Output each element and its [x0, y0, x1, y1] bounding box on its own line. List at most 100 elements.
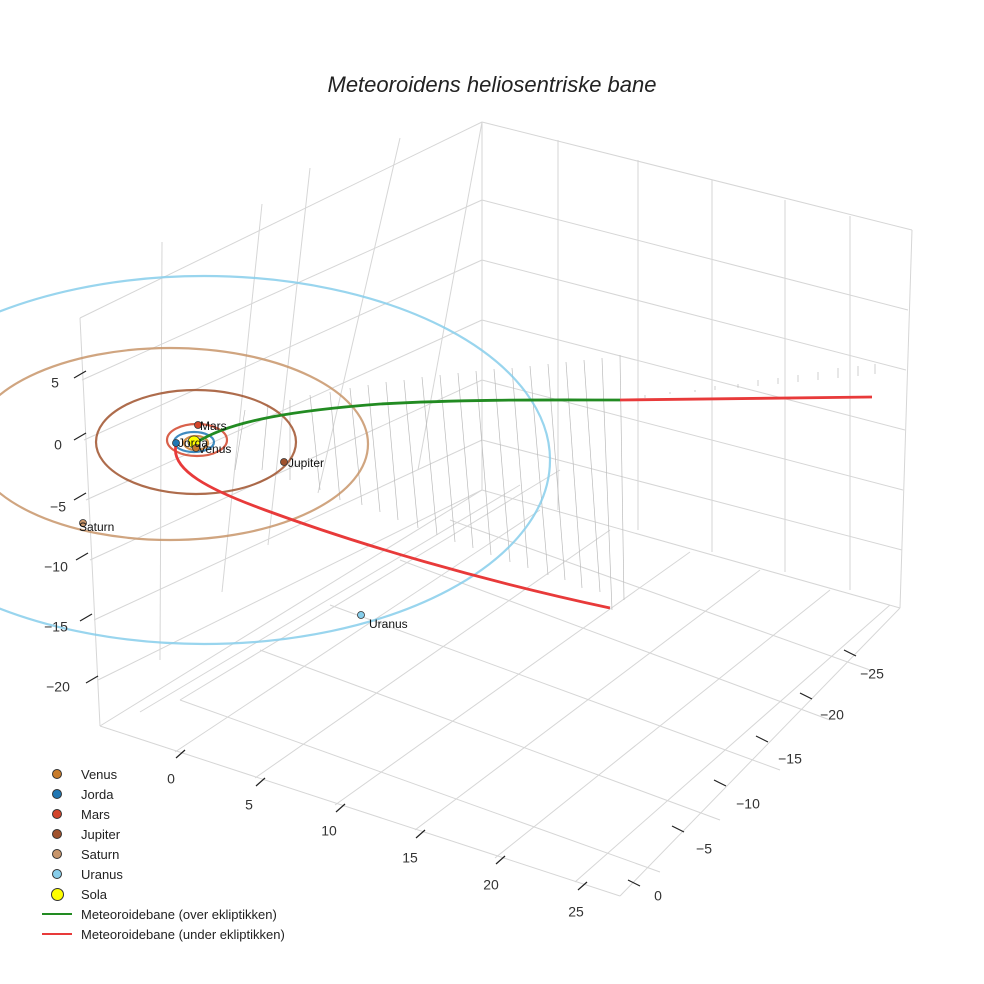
grid-line [179, 469, 561, 701]
planet-label-venus: Venus [198, 442, 231, 456]
grid-line [81, 199, 483, 381]
y-tick-mark [755, 735, 769, 743]
grid-line [481, 121, 913, 231]
legend-label: Jorda [81, 786, 114, 802]
grid-line [334, 551, 691, 806]
grid-line [481, 379, 904, 491]
orbit-uranus [0, 274, 551, 646]
grid-line [159, 241, 163, 661]
grid-line [417, 121, 483, 471]
x-tick-mark [577, 881, 588, 891]
drop-line [583, 359, 601, 593]
legend-item[interactable]: Mars [38, 804, 285, 824]
trajectory-over-ecliptic [195, 398, 621, 445]
orbit-saturn [0, 346, 370, 542]
legend-item[interactable]: Venus [38, 764, 285, 784]
planet-label-jupiter: Jupiter [288, 456, 324, 470]
z-tick-mark [79, 613, 93, 622]
grid-line [79, 121, 483, 319]
y-tick-mark [713, 779, 727, 787]
x-tick-mark [335, 803, 346, 813]
grid-line [481, 259, 907, 371]
grid-line [179, 699, 661, 873]
legend-symbol [38, 804, 76, 824]
grid-line [99, 725, 621, 897]
legend-symbol [38, 784, 76, 804]
legend-dot-swatch [52, 769, 62, 779]
y-tick-label: −20 [820, 707, 844, 723]
legend-symbol [38, 844, 76, 864]
grid-line [414, 569, 761, 831]
drop-line [493, 368, 511, 563]
grid-line [97, 489, 483, 681]
grid-line [481, 319, 906, 431]
planet-marker-jupiter [280, 458, 288, 466]
planet-label-uranus: Uranus [369, 617, 408, 631]
y-tick-label: 0 [654, 888, 662, 904]
legend-item[interactable]: Uranus [38, 864, 285, 884]
x-tick-label: 20 [483, 877, 499, 893]
grid-line [399, 559, 831, 721]
grid-line [221, 203, 263, 593]
y-tick-mark [799, 692, 813, 700]
z-tick-label: −20 [46, 679, 70, 695]
drop-line [329, 391, 341, 501]
legend-item[interactable]: Saturn [38, 844, 285, 864]
drop-line [475, 370, 492, 556]
grid-line [481, 439, 903, 551]
y-tick-mark [627, 879, 641, 887]
grid-line [139, 484, 521, 713]
x-tick-label: 5 [245, 797, 253, 813]
legend-item[interactable]: Jupiter [38, 824, 285, 844]
x-tick-mark [415, 829, 426, 839]
z-tick-mark [85, 675, 99, 684]
legend-symbol [38, 864, 76, 884]
drop-line [234, 409, 246, 471]
y-tick-mark [671, 825, 685, 833]
legend-item[interactable]: Jorda [38, 784, 285, 804]
grid-line [174, 509, 541, 753]
x-tick-mark [255, 777, 266, 787]
legend-label: Venus [81, 766, 118, 782]
grid-line [481, 199, 909, 311]
x-tick-label: 15 [402, 850, 418, 866]
z-tick-label: −10 [44, 559, 68, 575]
grid-line [259, 649, 721, 821]
legend-item[interactable]: Sola [38, 884, 285, 904]
legend-symbol [38, 824, 76, 844]
grid-line [89, 379, 483, 561]
grid-line [574, 604, 891, 883]
legend-symbol [38, 884, 76, 904]
planet-label-saturn: Saturn [79, 520, 114, 534]
y-tick-mark [843, 649, 857, 657]
axis-ticks: 5 0 −5 −10 −15 −20 0 5 10 15 20 25 0 −5 −10 −15 −20 −25 [44, 370, 884, 920]
grid-line [79, 317, 101, 727]
legend-label: Meteoroidebane (under ekliptikken) [81, 926, 285, 942]
z-tick-mark [73, 432, 87, 441]
legend-item[interactable]: Meteoroidebane (under ekliptikken) [38, 924, 285, 944]
z-tick-label: 5 [51, 375, 59, 391]
planet-marker-venus [192, 444, 200, 452]
grid-line [494, 589, 831, 859]
trajectory-under-ecliptic-tail [619, 395, 873, 402]
x-tick-label: 25 [568, 904, 584, 920]
legend-dot-swatch [52, 789, 62, 799]
planet-marker-jorda [172, 439, 180, 447]
grid-line [254, 529, 611, 779]
trajectory-under-ecliptic [174, 444, 611, 610]
grid-line [85, 319, 483, 501]
legend-dot-swatch [52, 809, 62, 819]
grid-line [93, 439, 483, 621]
y-tick-label: −25 [860, 666, 884, 682]
legend-item[interactable]: Meteoroidebane (over ekliptikken) [38, 904, 285, 924]
planet-marker-saturn [79, 519, 87, 527]
grid-line [619, 607, 901, 897]
planet-marker-mars [194, 421, 202, 429]
z-tick-mark [73, 370, 87, 379]
drop-line [547, 363, 566, 581]
z-tick-label: −5 [50, 499, 66, 515]
legend-label: Meteoroidebane (over ekliptikken) [81, 906, 277, 922]
planet-label-jorda: Jorda [178, 436, 208, 450]
